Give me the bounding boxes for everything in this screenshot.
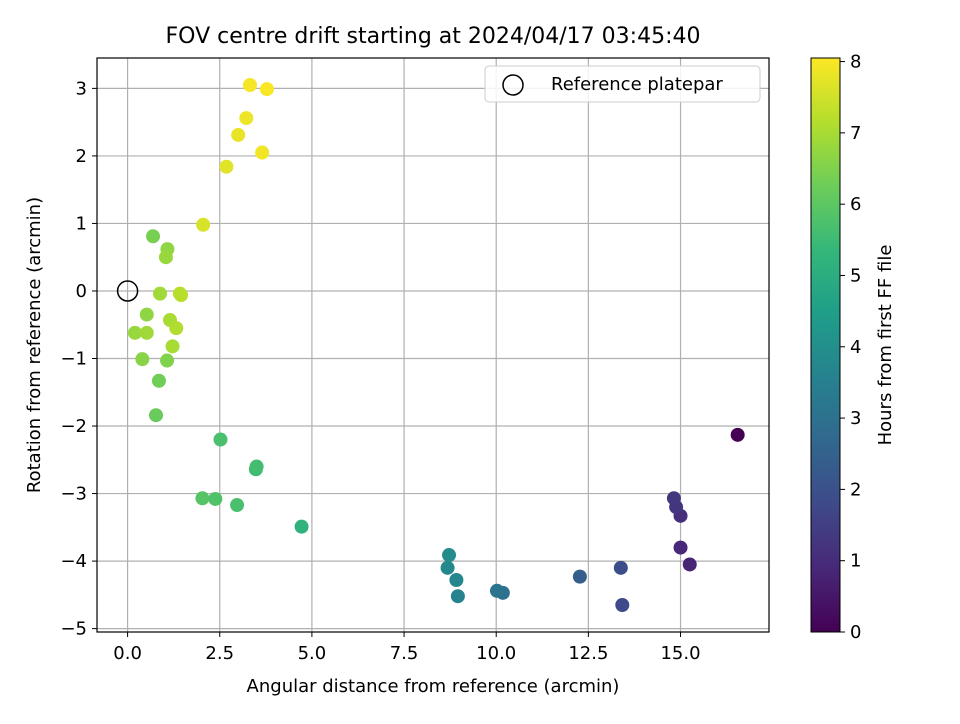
- data-point: [139, 307, 154, 322]
- data-point: [666, 491, 681, 506]
- y-tick-label: 0: [76, 281, 87, 302]
- plot-frame: [96, 57, 770, 633]
- colorbar-ticks: 0 1 2 3 4 5 6 7 8: [840, 52, 861, 643]
- data-point: [255, 145, 270, 160]
- x-tick-label: 7.5: [390, 643, 419, 664]
- data-point: [673, 540, 688, 555]
- data-points: [127, 78, 745, 612]
- data-point: [572, 569, 587, 584]
- data-point: [294, 519, 309, 534]
- legend-label: Reference platepar: [551, 74, 723, 95]
- data-point: [730, 427, 745, 442]
- data-point: [231, 127, 246, 142]
- y-tick-label: −3: [60, 484, 87, 505]
- data-point: [135, 352, 150, 367]
- x-tick-label: 5.0: [298, 643, 327, 664]
- data-point: [139, 325, 154, 340]
- colorbar-tick-label: 5: [850, 265, 861, 286]
- data-point: [160, 353, 175, 368]
- data-point: [449, 573, 464, 588]
- data-point: [196, 217, 211, 232]
- data-point: [158, 250, 173, 265]
- data-point: [151, 373, 166, 388]
- data-point: [450, 589, 465, 604]
- colorbar-tick-label: 3: [850, 408, 861, 429]
- data-point: [127, 325, 142, 340]
- data-point: [682, 557, 697, 572]
- data-point: [442, 548, 457, 563]
- colorbar-tick-label: 2: [850, 479, 861, 500]
- data-point: [249, 459, 264, 474]
- colorbar-tick-label: 8: [850, 52, 861, 73]
- data-point: [613, 560, 628, 575]
- colorbar-tick-label: 6: [850, 194, 861, 215]
- colorbar-tick-label: 4: [850, 337, 861, 358]
- data-point: [208, 491, 223, 506]
- colorbar-tick-label: 0: [850, 622, 861, 643]
- y-tick-label: 3: [76, 78, 87, 99]
- y-axis-ticks: −5 −4 −3 −2 −1 0 1 2 3: [60, 78, 97, 640]
- data-point: [239, 111, 254, 126]
- legend-box: [484, 65, 761, 103]
- colorbar-tick-label: 1: [850, 551, 861, 572]
- colorbar-tick-label: 7: [850, 123, 861, 144]
- x-axis-label: Angular distance from reference (arcmin): [247, 676, 620, 697]
- x-tick-label: 10.0: [476, 643, 516, 664]
- x-axis-ticks: 0.0 2.5 5.0 7.5 10.0 12.5 15.0: [113, 632, 701, 664]
- data-point: [489, 583, 504, 598]
- data-point: [195, 491, 210, 506]
- y-axis-label: Rotation from reference (arcmin): [24, 197, 45, 493]
- colorbar-label: Hours from first FF file: [875, 245, 896, 446]
- reference-marker: [116, 280, 139, 302]
- data-point: [440, 560, 455, 575]
- x-tick-label: 0.0: [113, 643, 142, 664]
- data-point: [213, 432, 228, 447]
- data-point: [169, 321, 184, 336]
- y-tick-label: −4: [60, 551, 87, 572]
- x-tick-label: 15.0: [660, 643, 700, 664]
- y-tick-label: −5: [60, 619, 87, 640]
- y-tick-label: 2: [76, 146, 87, 167]
- data-point: [148, 408, 163, 423]
- legend: Reference platepar: [484, 65, 761, 103]
- reference-platepar-point: [116, 280, 139, 302]
- data-point: [259, 82, 274, 97]
- data-point: [242, 78, 257, 93]
- data-point: [219, 159, 234, 174]
- y-tick-label: −2: [60, 416, 87, 437]
- data-point: [230, 498, 245, 513]
- x-tick-label: 12.5: [568, 643, 608, 664]
- y-tick-label: −1: [60, 349, 87, 370]
- data-point: [146, 229, 161, 244]
- chart-title: FOV centre drift starting at 2024/04/17 …: [166, 24, 701, 49]
- legend-marker: [502, 74, 524, 96]
- data-point: [165, 339, 180, 354]
- colorbar: [810, 57, 841, 633]
- x-tick-label: 2.5: [205, 643, 234, 664]
- data-point: [174, 288, 189, 303]
- y-tick-label: 1: [76, 213, 87, 234]
- data-point: [153, 286, 168, 301]
- grid-lines: [97, 58, 769, 632]
- data-point: [615, 597, 630, 612]
